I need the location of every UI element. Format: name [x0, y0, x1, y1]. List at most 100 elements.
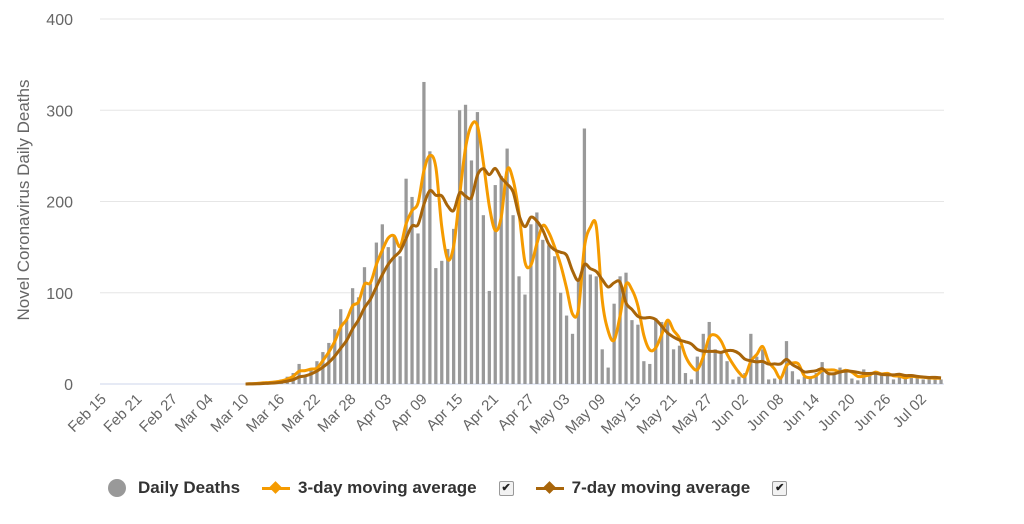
x-tick-label: Feb 15	[65, 391, 110, 436]
bar	[505, 148, 509, 384]
bar	[481, 215, 486, 384]
line-marker-icon	[535, 480, 564, 494]
bar	[784, 341, 789, 384]
bar	[761, 349, 765, 384]
bar	[374, 242, 379, 384]
ma3-line	[245, 120, 942, 386]
bar	[440, 260, 444, 384]
x-tick-label: Apr 15	[423, 391, 466, 434]
bar	[683, 373, 688, 384]
bar	[576, 279, 581, 384]
bar	[844, 370, 848, 384]
bar	[814, 373, 818, 384]
bar	[737, 376, 741, 384]
bar	[386, 247, 390, 384]
x-tick-label: Jun 26	[850, 391, 894, 435]
bar	[874, 372, 878, 384]
x-tick-label: Jun 02	[708, 391, 752, 435]
ma3-checkbox[interactable]: ✔	[498, 480, 514, 496]
bar	[838, 367, 842, 384]
ma7-line	[245, 166, 942, 386]
bar	[428, 151, 432, 384]
legend-7day-average[interactable]: 7-day moving average	[535, 478, 751, 498]
daily-deaths-chart: 0 100 200 300 400 Novel Coronavirus Daily De…	[14, 12, 944, 438]
bar	[499, 175, 503, 384]
bar	[345, 320, 349, 384]
legend-3day-average[interactable]: 3-day moving average	[262, 478, 477, 498]
bar	[731, 379, 735, 384]
bar	[588, 274, 592, 384]
bar	[885, 373, 890, 384]
bar	[755, 356, 759, 384]
legend: Daily Deaths 3-day moving average ✔ 7-da…	[108, 478, 809, 498]
x-tick-label: May 27	[669, 391, 716, 438]
x-tick-label: Jun 08	[744, 391, 788, 435]
bar	[642, 361, 646, 384]
bar	[671, 349, 676, 384]
bar	[469, 160, 474, 384]
legend-ma3-label: 3-day moving average	[298, 478, 477, 497]
bar	[624, 272, 628, 384]
bar	[303, 374, 307, 384]
bar	[808, 376, 812, 384]
bar	[612, 303, 616, 384]
bar	[416, 233, 420, 384]
bar	[903, 378, 908, 384]
x-tick-label: Jun 20	[815, 391, 859, 435]
bar	[594, 276, 598, 384]
legend-daily-label: Daily Deaths	[138, 478, 241, 497]
bars	[249, 81, 943, 385]
bar	[654, 318, 658, 384]
bar	[606, 367, 610, 384]
x-tick-label: Mar 04	[172, 391, 217, 436]
bar	[392, 236, 396, 384]
bar	[493, 185, 497, 384]
bar	[452, 228, 456, 384]
bar	[665, 320, 670, 384]
bar	[410, 196, 414, 384]
bar	[297, 363, 301, 384]
bar	[790, 371, 795, 384]
bar	[434, 268, 438, 384]
bar	[921, 379, 925, 384]
y-axis-ticks: 0 100 200 300 400	[46, 12, 73, 394]
bar	[796, 379, 801, 384]
moving-average-lines	[245, 120, 942, 386]
ma7-checkbox[interactable]: ✔	[772, 480, 788, 496]
x-tick-label: Jun 14	[779, 391, 823, 435]
bar	[547, 245, 551, 384]
bar	[558, 292, 563, 384]
bar	[915, 377, 919, 384]
bar	[535, 212, 539, 384]
x-tick-label: Feb 27	[136, 391, 181, 436]
bar	[856, 380, 860, 384]
bar	[802, 376, 806, 384]
circle-marker-icon	[108, 479, 126, 497]
bar	[523, 294, 527, 384]
bar	[927, 376, 931, 384]
bar	[850, 378, 854, 384]
bar	[570, 333, 575, 384]
bar	[362, 267, 367, 384]
y-tick-label: 0	[64, 377, 73, 394]
y-tick-label: 100	[46, 286, 73, 303]
x-tick-label: Mar 10	[207, 391, 252, 436]
bar	[897, 375, 902, 384]
bar	[713, 349, 717, 384]
legend-ma7-label: 7-day moving average	[571, 478, 751, 497]
x-tick-label: Jul 02	[890, 391, 930, 431]
bar	[636, 324, 640, 384]
bar	[648, 363, 652, 384]
y-tick-label: 200	[46, 195, 73, 212]
bar	[891, 379, 896, 384]
x-tick-label: Mar 22	[279, 391, 324, 436]
legend-daily-deaths[interactable]: Daily Deaths	[108, 478, 240, 498]
bar	[630, 320, 634, 384]
x-tick-label: Mar 16	[243, 391, 288, 436]
x-tick-label: Apr 21	[459, 391, 502, 434]
bar	[517, 276, 521, 384]
bar	[553, 256, 557, 384]
bar	[309, 368, 313, 384]
bar	[868, 374, 872, 384]
bar	[422, 81, 426, 385]
